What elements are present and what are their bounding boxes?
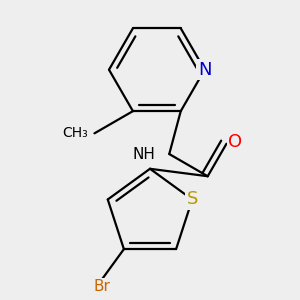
Text: S: S: [187, 190, 198, 208]
Text: Br: Br: [93, 279, 110, 294]
Text: CH₃: CH₃: [62, 126, 88, 140]
Text: O: O: [228, 133, 242, 151]
Text: N: N: [198, 61, 211, 79]
Text: NH: NH: [133, 146, 156, 161]
